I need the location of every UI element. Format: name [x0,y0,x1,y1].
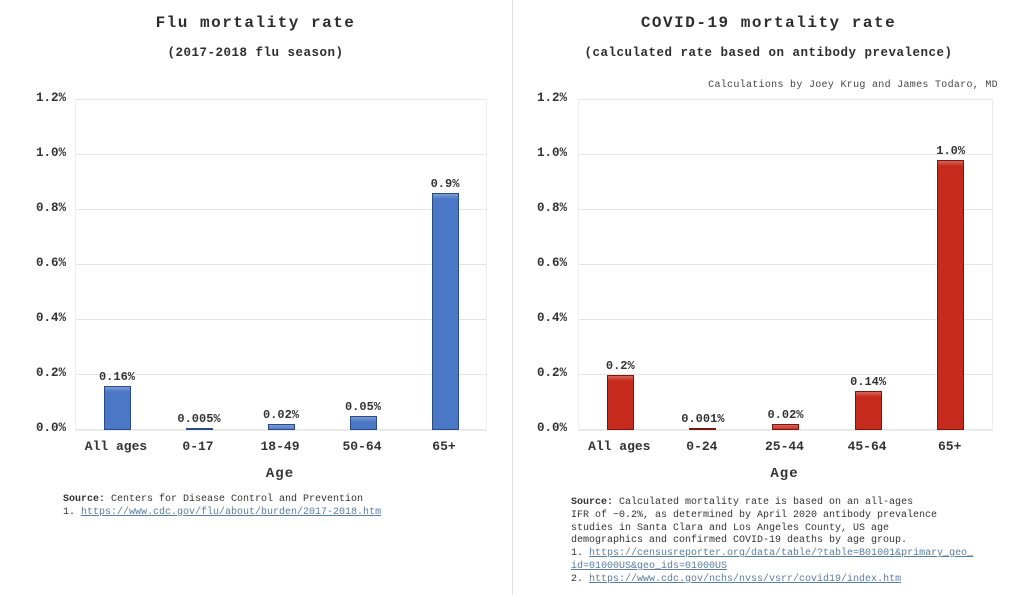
gridline [579,264,992,265]
x-axis-title: Age [265,466,295,482]
bar-slot: 0.005% [158,412,240,430]
gridline [76,154,486,155]
bar-slot: 1.0% [909,144,992,430]
x-axis-tick-label: 65+ [937,439,962,454]
source-text-line: demographics and confirmed COVID-19 deat… [571,535,908,547]
bar [689,428,717,430]
bar-value-label: 0.02% [767,408,804,422]
y-axis-tick-label: 0.6% [35,256,66,270]
bar-slot: 0.16% [76,370,158,430]
x-axis-tick-label: All ages [588,439,651,454]
x-axis-tick-label: 18-49 [260,439,300,454]
source-text-line: IFR of ~0.2%, as determined by April 202… [571,509,938,521]
source-link-line: 1. https://www.cdc.gov/flu/about/burden/… [63,506,382,518]
bar [854,391,882,430]
bar-value-label: 0.14% [850,375,887,389]
source-text-line: studies in Santa Clara and Los Angeles C… [571,522,890,534]
bar [185,428,213,430]
bar-value-label: 0.2% [605,359,635,373]
calculations-credit: Calculations by Joey Krug and James Toda… [708,80,998,91]
flu-chart-panel: Flu mortality rate (2017-2018 flu season… [0,0,511,595]
x-axis-tick-label: 0-17 [182,439,214,454]
source-link-line: 2. https://www.cdc.gov/nchs/nvss/vsrr/co… [571,573,902,585]
chart-title: Flu mortality rate [155,14,356,32]
source-link[interactable]: https://www.cdc.gov/nchs/nvss/vsrr/covid… [589,573,902,585]
bar-value-label: 0.16% [98,370,135,384]
x-axis-title: Age [770,466,799,482]
gridline [579,374,992,375]
y-axis-tick-label: 0.0% [536,421,567,435]
y-axis-tick-label: 1.0% [35,146,66,160]
bar-slot: 0.9% [404,177,486,430]
y-axis-tick-label: 0.8% [35,201,66,215]
bar-slot: 0.02% [744,408,827,430]
y-axis-tick-label: 0.0% [35,421,66,435]
y-axis-tick-label: 1.0% [536,146,567,160]
bar-slot: 0.001% [662,412,745,430]
source-link[interactable]: https://censusreporter.org/data/table/?t… [571,548,974,572]
source-block: Source: Calculated mortality rate is bas… [571,497,991,587]
plot-area: 0.16% 0.005% 0.02% 0.05% 0.9% [75,99,487,431]
x-axis-tick-label: All ages [84,439,148,454]
bar-value-label: 1.0% [936,144,966,158]
y-axis-tick-label: 0.8% [536,201,567,215]
bar-slot: 0.14% [827,375,910,430]
bar-value-label: 0.001% [681,412,725,426]
x-axis-tick-label: 25-44 [764,439,804,454]
plot-area: 0.2% 0.001% 0.02% 0.14% 1.0% [578,99,993,431]
bar-value-label: 0.005% [177,412,221,426]
source-link[interactable]: https://www.cdc.gov/flu/about/burden/201… [81,506,382,518]
bar [937,160,965,430]
gridline [76,264,486,265]
bar [267,424,295,430]
bar-value-label: 0.02% [262,408,299,422]
x-axis-tick-label: 45-64 [847,439,887,454]
x-axis-tick-label: 65+ [432,439,456,454]
gridline [579,99,992,100]
bar [606,375,634,430]
y-axis-tick-label: 1.2% [35,91,66,105]
gridline [76,209,486,210]
source-label: Source: [571,497,614,508]
y-axis-tick-label: 0.2% [536,366,567,380]
source-label: Source: [63,494,106,505]
bar-slot: 0.2% [579,359,662,430]
source-block: Source: Centers for Disease Control and … [63,494,493,520]
gridline [579,209,992,210]
x-axis-tick-label: 0-24 [686,439,718,454]
bar-value-label: 0.05% [344,400,381,414]
bar-value-label: 0.9% [430,177,460,191]
y-axis-tick-label: 0.4% [536,311,567,325]
y-axis-tick-label: 0.2% [35,366,66,380]
bar [349,416,377,430]
gridline [76,99,486,100]
bar [103,386,131,430]
gridline [76,319,486,320]
source-text-line: Source: Calculated mortality rate is bas… [571,497,914,508]
source-text-line: Source: Centers for Disease Control and … [63,494,364,505]
y-axis-tick-label: 0.4% [35,311,66,325]
chart-title: COVID-19 mortality rate [640,14,897,32]
chart-subtitle: (calculated rate based on antibody preva… [584,46,953,60]
y-axis-tick-label: 0.6% [536,256,567,270]
bar-slot: 0.02% [240,408,322,430]
bar-slot: 0.05% [322,400,404,430]
bar [431,193,459,430]
chart-subtitle: (2017-2018 flu season) [167,46,344,60]
gridline [579,154,992,155]
gridline [76,374,486,375]
source-link-line: 1. https://censusreporter.org/data/table… [571,548,974,572]
y-axis-tick-label: 1.2% [536,91,567,105]
x-axis-tick-label: 50-64 [342,439,382,454]
bar [771,424,799,430]
gridline [579,319,992,320]
covid-chart-panel: COVID-19 mortality rate (calculated rate… [512,0,1024,595]
